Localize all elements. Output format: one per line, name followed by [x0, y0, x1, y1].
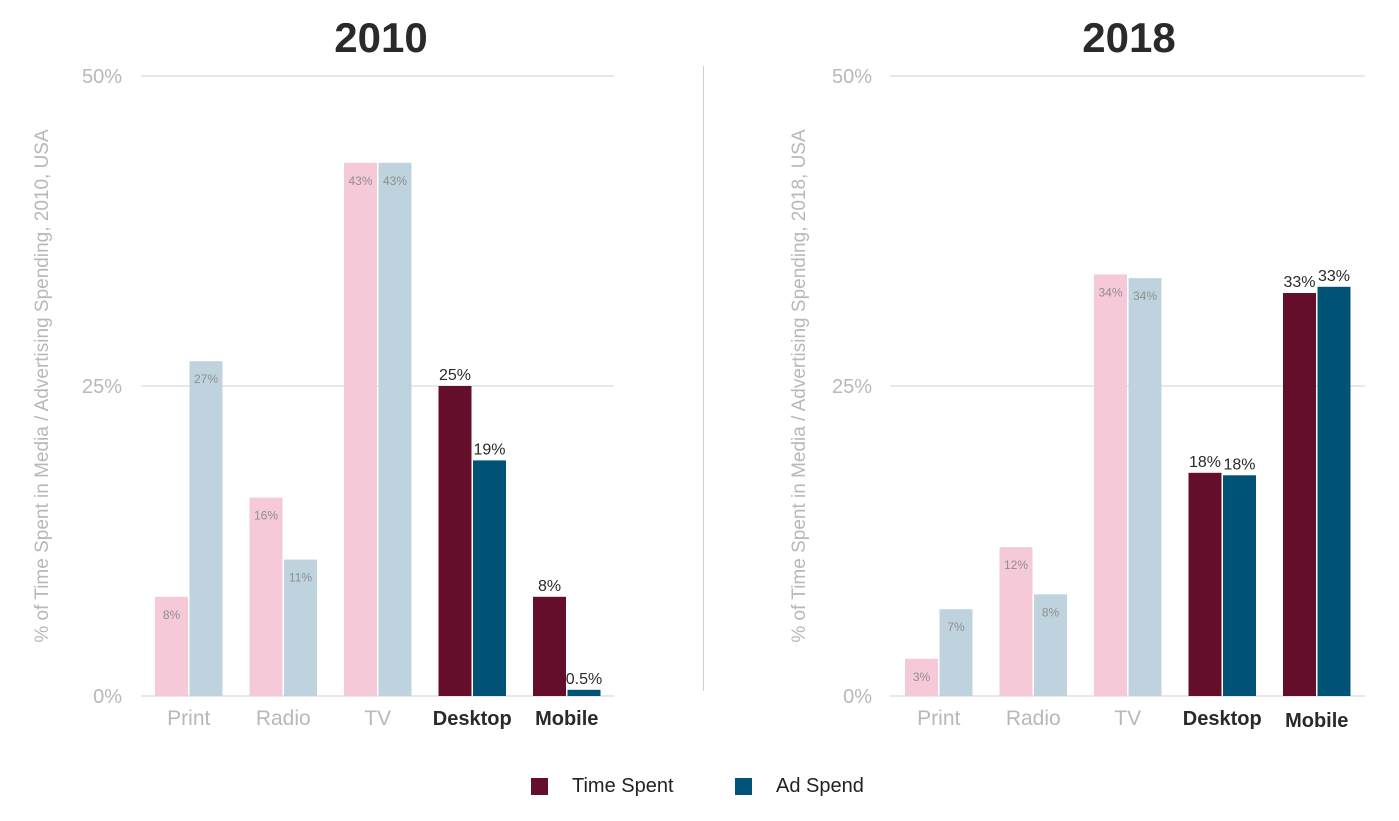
y-axis-label: % of Time Spent in Media / Advertising S… [32, 129, 53, 643]
bar-ad-spend [189, 361, 223, 696]
data-label: 8% [538, 578, 561, 595]
x-tick-label: Desktop [433, 708, 512, 730]
legend: Time Spent Ad Spend [0, 774, 1399, 800]
bar-ad-spend [1128, 278, 1162, 696]
data-label: 0.5% [566, 671, 602, 688]
data-label: 16% [254, 509, 278, 523]
legend-swatch-time-spent [531, 777, 548, 795]
bar-time-spent [1188, 472, 1222, 696]
data-label: 19% [473, 441, 505, 458]
data-label: 33% [1283, 274, 1315, 291]
bar-time-spent [344, 162, 377, 697]
data-label: 7% [947, 620, 965, 634]
data-label: 8% [1042, 605, 1060, 619]
x-tick-label: Mobile [535, 708, 598, 730]
bar-ad-spend [1223, 475, 1256, 696]
chart-title: 2018 [1082, 14, 1175, 61]
data-label: 27% [194, 372, 218, 386]
data-label: 8% [163, 608, 181, 622]
panel-divider [703, 66, 704, 691]
y-tick-label: 25% [832, 376, 872, 398]
x-tick-label: Mobile [1285, 710, 1348, 732]
data-label: 11% [289, 571, 312, 585]
bar-ad-spend [378, 162, 412, 697]
data-label: 43% [348, 174, 372, 188]
y-axis-label: % of Time Spent in Media / Advertising S… [789, 129, 810, 643]
bar-time-spent [999, 547, 1033, 696]
bar-time-spent [1283, 293, 1316, 696]
legend-item-time-spent: Time Spent [531, 774, 674, 798]
bar-time-spent [905, 658, 938, 696]
x-tick-label: Print [917, 707, 960, 730]
bar-ad-spend [284, 559, 317, 696]
y-tick-label: 0% [843, 686, 872, 708]
bar-time-spent [1094, 274, 1127, 696]
bar-ad-spend [473, 460, 506, 696]
charts-canvas: 0% 25% 50% 2010 % of Time Spent in Media / A… [32, 14, 1365, 732]
data-label: 25% [439, 367, 471, 384]
bar-time-spent [249, 497, 283, 696]
x-tick-label: Desktop [1183, 708, 1262, 730]
data-label: 34% [1098, 285, 1122, 299]
data-label: 18% [1189, 454, 1221, 471]
data-label: 12% [1004, 558, 1028, 572]
x-tick-label: Radio [1006, 707, 1061, 730]
bar-ad-spend [939, 609, 973, 696]
data-label: 33% [1318, 268, 1350, 285]
bar-ad-spend [567, 689, 601, 696]
legend-label-time-spent: Time Spent [572, 774, 674, 797]
data-label: 34% [1133, 289, 1157, 303]
bar-ad-spend [1034, 594, 1067, 696]
legend-item-ad-spend: Ad Spend [735, 774, 864, 798]
bar-time-spent [533, 596, 566, 696]
data-label: 18% [1223, 456, 1255, 473]
x-tick-label: TV [364, 707, 391, 730]
data-label: 3% [913, 670, 931, 684]
x-tick-label: TV [1114, 707, 1141, 730]
legend-label-ad-spend: Ad Spend [776, 774, 864, 797]
data-label: 43% [383, 174, 407, 188]
x-tick-label: Radio [256, 707, 311, 730]
chart-title: 2010 [334, 14, 427, 61]
y-tick-label: 50% [832, 66, 872, 88]
bar-time-spent [155, 596, 188, 696]
x-tick-label: Print [167, 707, 210, 730]
y-tick-label: 0% [93, 686, 122, 708]
bar-ad-spend [1317, 286, 1351, 696]
bar-time-spent [438, 386, 472, 696]
y-tick-label: 25% [82, 376, 122, 398]
legend-swatch-ad-spend [735, 777, 752, 795]
y-tick-label: 50% [82, 66, 122, 88]
